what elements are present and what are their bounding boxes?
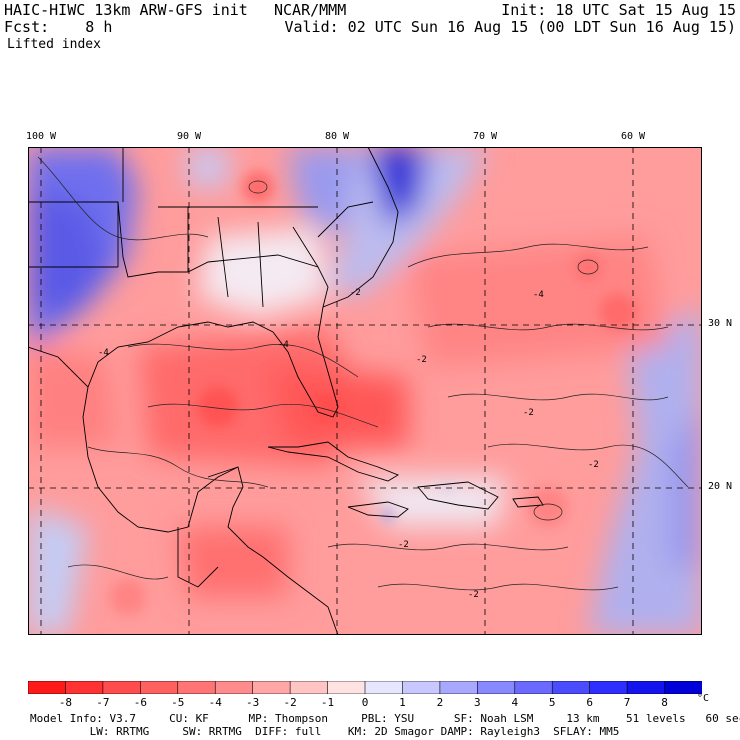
contour-label: -2 bbox=[468, 590, 479, 600]
forecast-hour: Fcst: 8 h bbox=[4, 18, 113, 36]
contour-label: -2 bbox=[588, 460, 599, 470]
colorbar-tick-label: -6 bbox=[133, 696, 147, 709]
colorbar-tick-label: -3 bbox=[246, 696, 260, 709]
colorbar-tick-label: 8 bbox=[661, 696, 668, 709]
lat-label-20n: 20 N bbox=[708, 481, 733, 492]
colorbar-tick-label: 0 bbox=[361, 696, 369, 709]
colorbar-tick-label: -1 bbox=[320, 696, 335, 709]
colorbar-segment bbox=[589, 681, 628, 694]
colorbar-tick-label: 4 bbox=[511, 696, 519, 709]
map-frame bbox=[28, 147, 702, 635]
colorbar-segment bbox=[327, 681, 366, 694]
graticule bbox=[28, 147, 702, 635]
contour-label-group: -4 -2 -2 -2 -4 -2 -4 -2 -2 bbox=[98, 288, 599, 600]
coastlines bbox=[28, 147, 544, 635]
colorbar-tick-label: -4 bbox=[208, 696, 222, 709]
contour-label: -4 bbox=[533, 290, 544, 300]
colorbar-tick-label: 6 bbox=[586, 696, 593, 709]
lon-label-90w: 90 W bbox=[176, 131, 202, 142]
init-time: Init: 18 UTC Sat 15 Aug 15 bbox=[501, 1, 736, 19]
model-info-line2: LW: RRTMG SW: RRTMG DIFF: full KM: 2D Sm… bbox=[30, 725, 620, 738]
lon-label-100w: 100 W bbox=[25, 131, 57, 142]
colorbar-segment bbox=[664, 681, 702, 694]
field-shading bbox=[28, 147, 702, 635]
colorbar-segment bbox=[28, 681, 67, 694]
colorbar-segment bbox=[140, 681, 179, 694]
organization: NCAR/MMM bbox=[274, 1, 347, 19]
contour-label: -2 bbox=[350, 288, 361, 298]
contour-lines bbox=[37, 156, 689, 591]
lat-label-30n: 30 N bbox=[708, 318, 733, 329]
colorbar-segment bbox=[626, 681, 666, 694]
colorbar-tick-label: 5 bbox=[548, 696, 556, 709]
contour-label: -2 bbox=[398, 540, 409, 550]
colorbar-segment bbox=[514, 681, 554, 694]
colorbar-segment bbox=[252, 681, 291, 694]
colorbar-tick-label: -8 bbox=[58, 696, 73, 709]
contour-label: -2 bbox=[416, 355, 427, 365]
contour-label: -2 bbox=[523, 408, 534, 418]
colorbar-segment bbox=[364, 681, 404, 694]
colorbar-unit: °C bbox=[697, 693, 710, 704]
colorbar-segment bbox=[65, 681, 104, 694]
contour-label: -4 bbox=[278, 340, 289, 350]
lon-label-60w: 60 W bbox=[620, 131, 646, 142]
colorbar-tick-label: -5 bbox=[171, 696, 185, 709]
colorbar-tick-label: 3 bbox=[474, 696, 481, 709]
lon-label-70w: 70 W bbox=[472, 131, 498, 142]
colorbar-segment bbox=[102, 681, 142, 694]
colorbar-segment bbox=[289, 681, 329, 694]
colorbar-segment bbox=[402, 681, 441, 694]
colorbar-segment bbox=[551, 681, 591, 694]
colorbar-tick-label: 7 bbox=[623, 696, 631, 709]
valid-time: Valid: 02 UTC Sun 16 Aug 15 (00 LDT Sun … bbox=[284, 18, 736, 36]
colorbar-segment bbox=[439, 681, 479, 694]
model-info-line1: Model Info: V3.7 CU: KF MP: Thompson PBL… bbox=[30, 712, 740, 725]
field-name: Lifted index bbox=[7, 37, 101, 52]
colorbar-segment bbox=[477, 681, 516, 694]
colorbar bbox=[28, 681, 702, 694]
lon-label-80w: 80 W bbox=[324, 131, 350, 142]
colorbar-tick-label: 2 bbox=[436, 696, 444, 709]
colorbar-tick-label: -7 bbox=[96, 696, 110, 709]
lifted-index-map: -4 -2 -2 -2 -4 -2 -4 -2 -2 bbox=[28, 147, 702, 635]
model-title: HAIC-HIWC 13km ARW-GFS init bbox=[4, 1, 248, 19]
colorbar-tick-label: -2 bbox=[283, 696, 297, 709]
colorbar-segment bbox=[177, 681, 217, 694]
colorbar-tick-label: 1 bbox=[399, 696, 406, 709]
contour-label: -4 bbox=[98, 348, 109, 358]
colorbar-segment bbox=[214, 681, 254, 694]
